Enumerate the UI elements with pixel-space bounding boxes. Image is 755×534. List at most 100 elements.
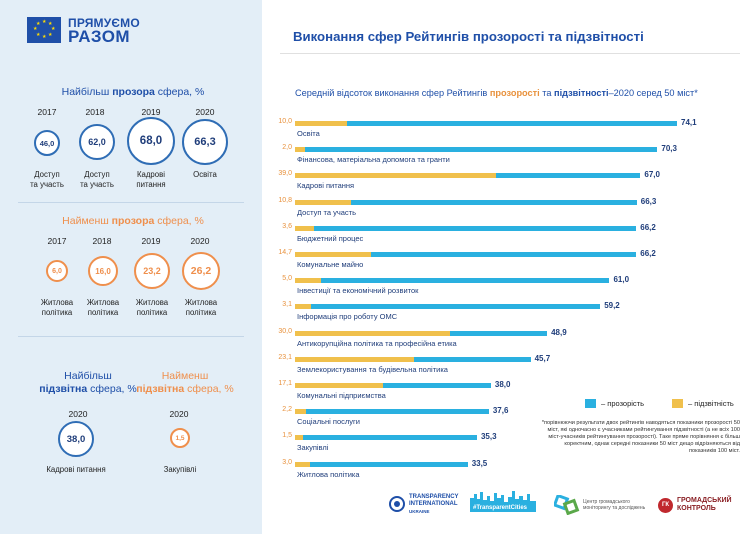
transparency-value: 66,3 [640,196,657,206]
transparency-bar [295,252,637,257]
lt-label-2: Житлова політика [86,298,120,317]
partner-transparent-cities: #TransparentCities [470,490,536,512]
ti-logo-icon [389,495,405,512]
lt-circle-1: 6,0 [46,260,68,282]
row-label: Фінансова, матеріальна допомога та грант… [297,155,450,165]
ma-label: Кадрові питання [46,465,106,474]
logo-line2: РАЗОМ [68,27,130,46]
center-logo-icon [554,495,580,515]
most-accountable-title: Найбільш підзвітна сфера, % [39,370,137,395]
row-label: Освіта [297,129,320,138]
partner-transparency-international: TRANSPARENCY INTERNATIONAL UKRAINE [388,494,459,515]
mt-year-2: 2018 [85,107,105,117]
accountability-bar [295,461,311,467]
lt-year-3: 2019 [141,236,161,246]
accountability-bar [295,330,450,336]
chart-subtitle: Середній відсоток виконання сфер Рейтинг… [295,88,698,98]
legend-transparency: – прозорість [585,399,644,408]
least-accountable-title: Найменш підзвітна сфера, % [136,370,234,395]
lt-circle-4: 26,2 [182,252,220,290]
skyline-icon [470,491,536,504]
transparency-value: 74,1 [681,118,697,127]
row-label: Антикорупційна політика та професійна ет… [297,338,457,348]
transparency-value: 66,2 [640,249,656,258]
transparency-value: 66,2 [640,222,656,232]
transparency-bar [295,304,601,310]
accountability-value: 30,0 [278,327,292,335]
most-transparent-title: Найбільш прозора сфера, % [61,86,205,98]
accountability-bar [295,304,311,310]
la-circle: 1,5 [170,428,190,448]
accountability-bar [295,121,347,126]
mt-year-1: 2017 [37,107,57,117]
accountability-bar [295,278,321,284]
transparency-value: 33,5 [471,458,488,468]
mt-label-3: Кадрові питання [136,170,166,189]
mt-label-2: Доступ та участь [80,170,114,189]
row-label: Інвестиції та економічний розвиток [297,286,419,296]
legend-swatch-blue [585,399,596,408]
tc-tag: #TransparentCities [470,504,536,512]
accountability-bar [295,147,306,153]
accountability-value: 1,5 [282,432,292,440]
lt-label-3: Житлова політика [135,298,169,317]
transparency-bar [295,435,477,441]
transparency-bar [295,461,468,467]
accountability-value: 39,0 [278,170,292,178]
row-label: Комунальне майно [297,260,364,269]
page-title: Виконання сфер Рейтингів прозорості та п… [293,29,644,44]
accountability-value: 10,0 [278,118,292,125]
la-label: Закупівлі [163,465,197,474]
logo: ★ ★ ★ ★ ★ ★ ★ ★ ПРЯМУЄМО РАЗОМ [27,16,140,46]
eu-flag-icon: ★ ★ ★ ★ ★ ★ ★ ★ [27,17,61,43]
title-bar [280,18,740,54]
transparency-value: 67,0 [644,170,660,180]
accountability-bar [295,356,415,362]
transparency-bar [295,147,658,153]
mt-label-4: Освіта [193,170,217,179]
row-label: Комунальні підприємства [297,391,386,400]
accountability-bar [295,435,303,441]
row-label: Бюджетний процес [297,233,364,243]
mt-circle-3: 68,0 [127,117,175,165]
left-panel: ★ ★ ★ ★ ★ ★ ★ ★ ПРЯМУЄМО РАЗОМ Найбільш проз… [0,0,262,534]
accountability-value: 2,2 [282,406,292,414]
lt-circle-3: 23,2 [134,253,170,289]
logo-line1: ПРЯМУЄМО [68,16,140,30]
lt-circle-2: 16,0 [88,256,118,286]
partner-gk: ГК ГРОМАДСЬКИЙ КОНТРОЛЬ [658,497,732,513]
la-year: 2020 [169,409,189,419]
row-label: Інформація про роботу ОМС [297,312,398,322]
accountability-bar [295,409,307,415]
row-label: Кадрові питання [297,181,355,191]
transparency-bar [295,121,677,126]
accountability-value: 14,7 [278,249,292,256]
accountability-bar [295,199,351,205]
mt-circle-1: 46,0 [34,130,60,156]
mt-year-3: 2019 [141,107,161,117]
transparency-value: 70,3 [661,144,677,154]
accountability-value: 5,0 [282,275,292,283]
transparency-value: 37,6 [492,406,509,416]
transparency-bar [295,383,491,388]
mt-circle-2: 62,0 [79,124,115,160]
accountability-value: 3,6 [282,222,292,230]
gk-logo: ГК [658,497,673,513]
row-label: Закупівлі [297,443,329,453]
accountability-value: 3,1 [282,301,292,309]
divider [18,336,244,337]
accountability-bar [295,225,314,231]
transparency-value: 45,7 [534,353,551,363]
row-label: Соціальні послуги [297,417,360,427]
lt-year-2: 2018 [92,236,112,246]
lt-year-1: 2017 [47,236,67,246]
legend-swatch-yellow [672,399,683,408]
ma-circle: 38,0 [58,421,94,457]
partner-center: Центр громадського моніторингу та дослід… [554,495,645,515]
lt-year-4: 2020 [190,236,210,246]
transparency-bar [295,199,637,205]
transparency-value: 48,9 [551,327,567,337]
ma-year: 2020 [68,409,88,419]
transparency-value: 38,0 [494,380,511,389]
accountability-bar [295,252,371,257]
